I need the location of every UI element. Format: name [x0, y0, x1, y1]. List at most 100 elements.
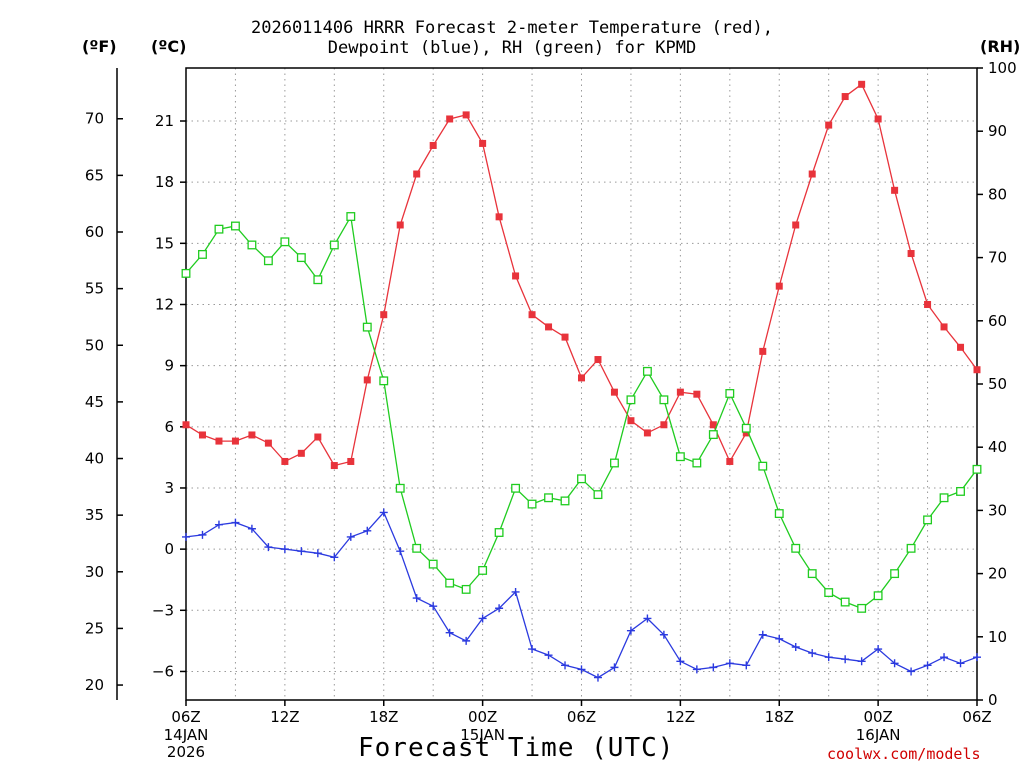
- rh-tick-label: 30: [988, 501, 1007, 519]
- dewpoint-point: [824, 653, 833, 662]
- dewpoint-point: [610, 663, 619, 672]
- dewpoint-point: [379, 508, 388, 517]
- temperature-point: [561, 333, 569, 341]
- dewpoint-point: [396, 547, 405, 556]
- temperature-point: [578, 374, 585, 382]
- rh-tick-label: 50: [988, 375, 1007, 393]
- rh-point: [824, 588, 834, 598]
- temperature-point: [231, 437, 239, 445]
- rh-point: [544, 493, 553, 503]
- temperature-point: [363, 376, 371, 384]
- chart-subtitle: Dewpoint (blue), RH (green) for KPMD: [327, 38, 697, 58]
- rh-tick-label: 40: [988, 438, 1007, 456]
- dewpoint-point: [313, 549, 322, 558]
- temperature-point: [660, 421, 668, 429]
- rh-tick-label: 20: [988, 565, 1007, 583]
- fahrenheit-tick-label: 45: [85, 393, 104, 411]
- temperature-point: [775, 282, 783, 290]
- temperature-point: [858, 80, 866, 88]
- dewpoint-point: [363, 526, 372, 535]
- series-dewpoint: [182, 508, 981, 682]
- fahrenheit-tick-label: 25: [85, 619, 104, 637]
- ticks: −6 −3 0 3 6 9 12 15 18 21 20 25 30 35 40 45 50 55 60 65 70 0 1…: [85, 59, 1017, 761]
- celsius-tick-label: 12: [155, 295, 174, 313]
- dewpoint-point: [676, 657, 685, 666]
- rh-point: [445, 578, 455, 588]
- temperature-point: [676, 388, 684, 396]
- temperature-point: [215, 437, 223, 445]
- dewpoint-point: [495, 604, 504, 613]
- dewpoint-point: [198, 530, 207, 539]
- fahrenheit-tick-label: 35: [85, 506, 104, 524]
- rh-point: [873, 591, 883, 601]
- dewpoint-point: [593, 673, 602, 682]
- fahrenheit-tick-label: 20: [85, 676, 104, 694]
- rh-point: [774, 509, 784, 519]
- dewpoint-point: [940, 653, 949, 662]
- dewpoint-point: [280, 545, 289, 554]
- rh-point: [280, 237, 290, 247]
- series-rh: [181, 212, 982, 613]
- temperature-point: [924, 300, 932, 308]
- rh-point: [494, 528, 504, 537]
- temperature-point: [347, 457, 355, 465]
- dewpoint-point: [956, 659, 965, 668]
- fahrenheit-tick-label: 50: [85, 336, 104, 354]
- temperature-point: [891, 186, 899, 194]
- dewpoint-point: [907, 667, 916, 676]
- celsius-tick-label: −6: [152, 662, 174, 680]
- dewpoint-point: [973, 653, 981, 662]
- fahrenheit-tick-label: 70: [85, 110, 104, 128]
- rh-point: [626, 395, 636, 405]
- rh-tick-label: 10: [988, 628, 1007, 646]
- dewpoint-point: [725, 659, 734, 668]
- temperature-point: [610, 388, 618, 396]
- x-tick-label: 18Z: [369, 708, 398, 726]
- temperature-point: [709, 421, 717, 429]
- rh-point: [593, 490, 603, 500]
- dewpoint-point: [709, 663, 718, 672]
- rh-point: [939, 493, 949, 503]
- dewpoint-point: [561, 661, 570, 670]
- dewpoint-point: [775, 634, 784, 643]
- temperature-point: [742, 429, 750, 437]
- rh-point: [692, 458, 702, 468]
- x-date-label: 15JAN: [460, 726, 505, 744]
- rh-point: [577, 474, 586, 484]
- rh-point: [659, 395, 669, 405]
- rh-tick-label: 0: [988, 691, 998, 709]
- temperature-point: [495, 213, 503, 221]
- temperature-point: [907, 250, 915, 258]
- temperature-point: [380, 311, 388, 319]
- x-year-label: 2026: [167, 743, 205, 761]
- temperature-point: [594, 356, 602, 364]
- rh-point: [807, 569, 817, 579]
- rh-tick-label: 70: [988, 249, 1007, 267]
- temperature-point: [314, 433, 322, 441]
- temperature-point: [182, 421, 190, 429]
- temperature-point: [759, 347, 767, 355]
- series-line-temperature: [185, 83, 978, 467]
- rh-point: [906, 543, 916, 553]
- dewpoint-point: [429, 602, 438, 611]
- temperature-point: [792, 221, 800, 229]
- temperature-point: [726, 457, 734, 465]
- temperature-point: [462, 111, 470, 119]
- rh-point: [741, 423, 751, 433]
- fahrenheit-tick-label: 40: [85, 450, 104, 468]
- temperature-point: [643, 429, 651, 437]
- celsius-tick-label: 0: [164, 540, 174, 558]
- dewpoint-point: [692, 665, 701, 674]
- temperature-point: [396, 221, 404, 229]
- dewpoint-point: [857, 657, 866, 666]
- temperature-point: [512, 272, 520, 280]
- x-tick-label: 12Z: [666, 708, 695, 726]
- rh-point: [511, 483, 521, 493]
- rh-point: [758, 461, 768, 471]
- temperature-point: [479, 139, 487, 147]
- dewpoint-point: [247, 524, 256, 533]
- rh-tick-label: 80: [988, 185, 1007, 203]
- rh-point: [428, 559, 438, 569]
- dewpoint-point: [874, 645, 883, 654]
